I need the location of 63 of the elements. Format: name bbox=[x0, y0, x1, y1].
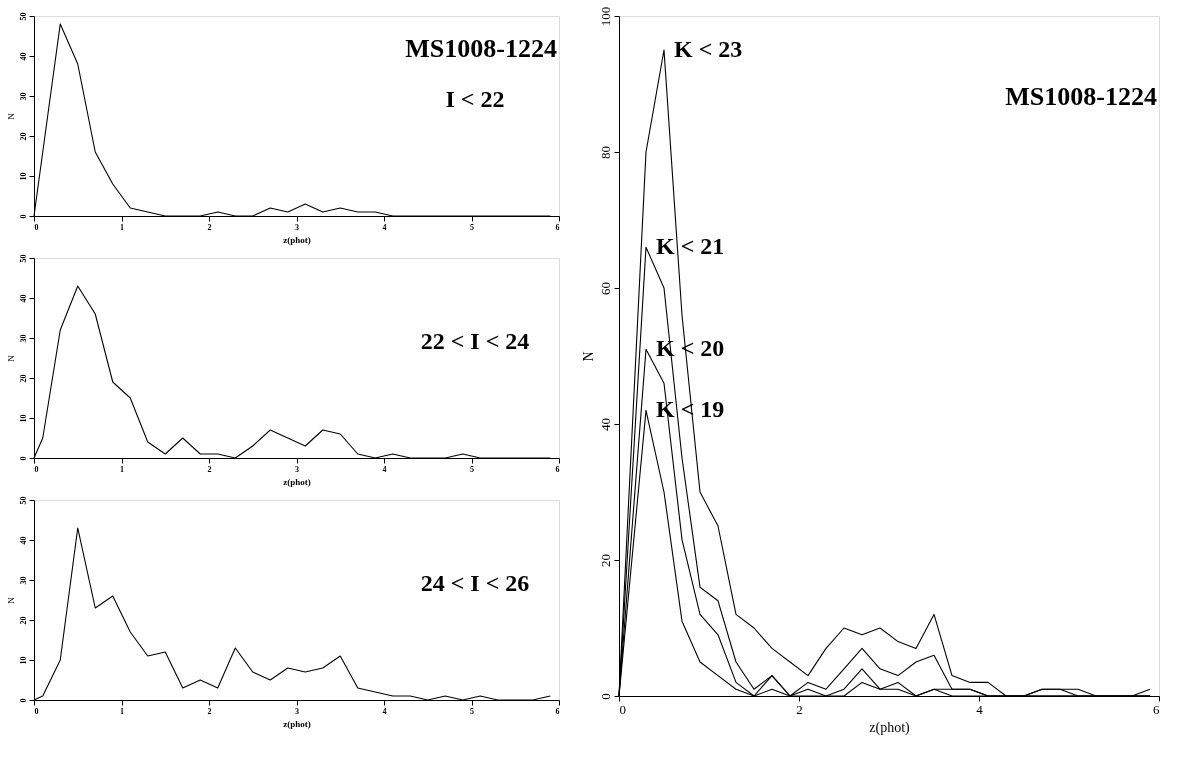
text: I < 22 bbox=[445, 86, 505, 112]
x-tick-label: 6 bbox=[555, 464, 560, 474]
y-tick-label: 40 bbox=[597, 418, 613, 431]
text: MS1008-1224 bbox=[1005, 82, 1157, 111]
x-tick-label: 6 bbox=[555, 706, 560, 716]
y-tick-label: 0 bbox=[18, 456, 28, 461]
y-axis-title: N bbox=[580, 351, 596, 362]
y-tick-label: 20 bbox=[18, 616, 28, 625]
x-tick-label: 1 bbox=[120, 464, 124, 474]
text: MS1008-1224 bbox=[405, 34, 557, 63]
y-tick-label: 30 bbox=[18, 92, 28, 101]
x-axis-title: z(phot) bbox=[283, 476, 311, 487]
x-tick-label: 3 bbox=[295, 222, 299, 232]
y-tick-label: 80 bbox=[597, 146, 613, 159]
x-tick-label: 3 bbox=[295, 706, 299, 716]
x-tick-label: 1 bbox=[120, 222, 124, 232]
x-tick-label: 1 bbox=[120, 706, 124, 716]
x-axis-title: z(phot) bbox=[869, 719, 911, 736]
x-tick-label: 6 bbox=[1153, 701, 1160, 717]
y-tick-label: 30 bbox=[18, 334, 28, 343]
x-tick-label: 0 bbox=[34, 706, 39, 716]
y-tick-label: 50 bbox=[18, 12, 28, 21]
y-tick-label: 60 bbox=[597, 282, 613, 295]
x-tick-label: 4 bbox=[382, 706, 387, 716]
x-tick-label: 0 bbox=[34, 222, 39, 232]
y-tick-label: 40 bbox=[18, 536, 28, 545]
y-tick-label: 10 bbox=[18, 656, 28, 665]
x-tick-label: 4 bbox=[382, 222, 387, 232]
y-axis-title: N bbox=[5, 596, 16, 604]
x-tick-label: 0 bbox=[34, 464, 39, 474]
text: 22 < I < 24 bbox=[420, 328, 530, 354]
series-label: K < 23 bbox=[674, 36, 743, 62]
y-tick-label: 50 bbox=[18, 496, 28, 505]
y-axis-title: N bbox=[5, 112, 16, 120]
x-tick-label: 4 bbox=[382, 464, 387, 474]
y-tick-label: 0 bbox=[18, 214, 28, 219]
x-tick-label: 4 bbox=[976, 701, 984, 717]
y-tick-label: 30 bbox=[18, 576, 28, 585]
x-tick-label: 2 bbox=[207, 706, 212, 716]
x-tick-label: 6 bbox=[555, 222, 560, 232]
x-tick-label: 5 bbox=[470, 464, 474, 474]
x-axis-title: z(phot) bbox=[283, 234, 311, 245]
y-tick-label: 40 bbox=[18, 294, 28, 303]
x-tick-label: 2 bbox=[207, 222, 212, 232]
y-tick-label: 100 bbox=[597, 6, 613, 27]
y-tick-label: 20 bbox=[18, 132, 28, 141]
y-tick-label: 40 bbox=[18, 52, 28, 61]
y-tick-label: 20 bbox=[597, 554, 613, 567]
x-tick-label: 2 bbox=[796, 701, 803, 717]
y-tick-label: 0 bbox=[597, 693, 613, 700]
x-tick-label: 3 bbox=[295, 464, 299, 474]
text: 24 < I < 26 bbox=[420, 570, 530, 596]
x-tick-label: 5 bbox=[470, 222, 474, 232]
x-tick-label: 2 bbox=[207, 464, 212, 474]
series-label: K < 21 bbox=[656, 233, 725, 260]
y-tick-label: 20 bbox=[18, 374, 28, 383]
x-axis-title: z(phot) bbox=[283, 718, 311, 729]
y-tick-label: 10 bbox=[18, 414, 28, 423]
y-tick-label: 10 bbox=[18, 172, 28, 181]
y-tick-label: 50 bbox=[18, 254, 28, 263]
y-axis-title: N bbox=[5, 354, 16, 362]
x-tick-label: 0 bbox=[619, 701, 626, 717]
x-tick-label: 5 bbox=[470, 706, 474, 716]
